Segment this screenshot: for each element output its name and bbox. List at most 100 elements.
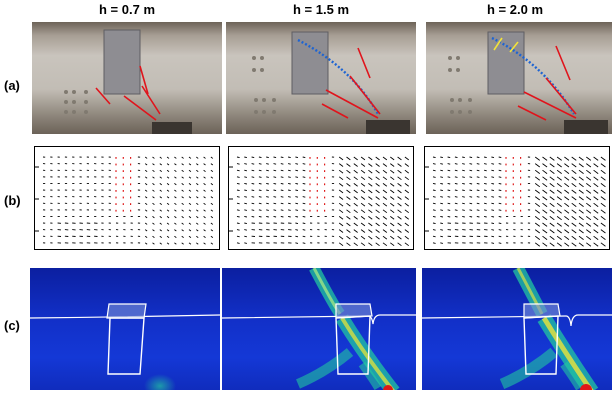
displacement-vector (144, 229, 148, 232)
displacement-vector (236, 163, 240, 165)
displacement-vector (556, 196, 562, 201)
displacement-vector (483, 189, 487, 192)
displacement-vector (462, 156, 465, 159)
displacement-vector (353, 242, 358, 247)
displacement-vector (266, 189, 269, 192)
displacement-vector (360, 163, 366, 167)
displacement-vector (287, 189, 291, 192)
displacement-vector (600, 229, 606, 234)
displacement-vector (338, 196, 344, 200)
displacement-vector (476, 209, 480, 211)
displacement-vector (346, 242, 351, 247)
displacement-vector (174, 229, 177, 232)
displacement-vector (454, 182, 458, 185)
displacement-vector (382, 189, 388, 194)
displacement-vector (440, 209, 444, 211)
displacement-vector (144, 235, 148, 238)
fem-contour-panel-h-2.0 (422, 268, 612, 396)
displacement-vector (404, 235, 410, 240)
displacement-vector (375, 216, 380, 220)
displacement-vector (397, 176, 402, 181)
displacement-vector (440, 169, 444, 172)
displacement-vector (397, 222, 402, 227)
displacement-vector (390, 176, 395, 181)
displacement-vector (571, 196, 577, 201)
displacement-vector (295, 235, 299, 238)
displacement-vector (593, 242, 599, 247)
displacement-vector (188, 163, 192, 166)
displacement-vector (556, 216, 562, 221)
displacement-vector (382, 222, 388, 227)
displacement-vector (152, 183, 155, 186)
displacement-vector (174, 235, 177, 239)
displacement-vector (273, 189, 277, 192)
displacement-vector (159, 202, 162, 205)
displacement-vector (397, 209, 402, 214)
displacement-vector (578, 183, 584, 188)
displacement-vector (338, 176, 344, 181)
displacement-vector (144, 196, 148, 199)
displacement-vector (251, 189, 255, 192)
displacement-vector (152, 216, 155, 219)
displacement-vector (564, 163, 570, 168)
row-label-a: (a) (4, 78, 20, 93)
displacement-vector (382, 176, 388, 181)
displacement-vector (390, 216, 395, 220)
displacement-vector (196, 156, 199, 159)
displacement-vector (302, 189, 306, 192)
displacement-vector (404, 216, 410, 220)
displacement-vector (196, 235, 199, 238)
displacement-vector (586, 235, 592, 240)
displacement-vector (346, 196, 351, 200)
displacement-vector (593, 222, 599, 227)
displacement-vector (382, 202, 388, 207)
displacement-vector (368, 209, 373, 214)
displacement-vector (462, 169, 465, 172)
displacement-vector (462, 196, 465, 198)
displacement-vector (447, 163, 451, 165)
displacement-vector (210, 229, 214, 232)
displacement-vector (390, 169, 395, 174)
displacement-vector (287, 163, 291, 165)
displacement-vector (287, 196, 291, 198)
displacement-vector (236, 156, 240, 159)
displacement-vector (338, 163, 344, 167)
displacement-vector (280, 163, 284, 165)
displacement-vector (181, 189, 184, 192)
displacement-vector (210, 196, 214, 199)
displacement-vector (346, 183, 351, 187)
displacement-vector (534, 183, 541, 188)
displacement-vector (159, 176, 162, 179)
displacement-vector (382, 209, 388, 214)
displacement-vector (353, 235, 358, 240)
displacement-vector (491, 209, 495, 211)
displacement-vector (258, 202, 262, 205)
displacement-vector (244, 182, 248, 185)
displacement-vector (469, 189, 473, 192)
displacement-vector (196, 196, 199, 199)
displacement-vector (210, 235, 214, 239)
displacement-vector (542, 216, 548, 221)
displacement-vector (578, 216, 584, 221)
displacement-vector (287, 169, 291, 172)
displacement-vector (188, 229, 192, 232)
displacement-vector (144, 189, 148, 192)
displacement-vector (159, 209, 162, 212)
displacement-vector (338, 189, 344, 194)
displacement-vector (476, 189, 480, 192)
displacement-vector (469, 202, 473, 205)
displacement-vector (382, 169, 388, 174)
displacement-vector (491, 202, 495, 205)
column-header-h-0.7: h = 0.7 m (99, 2, 155, 17)
displacement-vector (476, 163, 480, 165)
displacement-vector (564, 176, 570, 181)
displacement-vector (159, 189, 162, 192)
displacement-vector (273, 182, 277, 185)
displacement-vector (549, 216, 555, 221)
displacement-vector (432, 222, 436, 225)
displacement-vector (483, 169, 487, 172)
displacement-vector (203, 235, 206, 238)
displacement-vector (152, 242, 155, 245)
displacement-vector (360, 216, 366, 220)
displacement-vector (564, 235, 570, 240)
